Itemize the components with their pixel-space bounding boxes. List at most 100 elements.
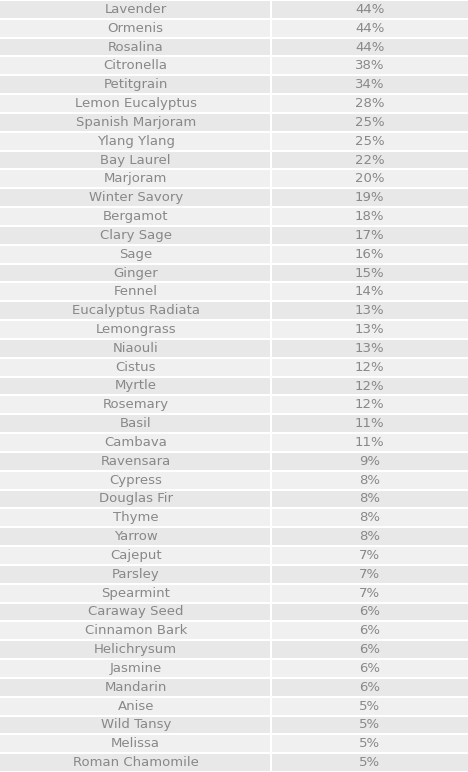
Text: 13%: 13% [355,304,385,317]
Text: 13%: 13% [355,342,385,355]
Bar [0,357,468,377]
Text: 12%: 12% [355,380,385,392]
Bar [0,433,468,452]
Bar [0,94,468,113]
Text: Rosalina: Rosalina [108,41,164,53]
Text: 6%: 6% [359,681,380,694]
Text: 9%: 9% [359,455,380,468]
Text: 5%: 5% [359,699,380,713]
Bar [0,640,468,659]
Bar [0,320,468,339]
Text: Parsley: Parsley [112,567,160,581]
Text: Petitgrain: Petitgrain [103,78,168,91]
Text: Ginger: Ginger [113,266,158,279]
Bar [0,395,468,415]
Text: Basil: Basil [120,417,152,430]
Text: 5%: 5% [359,756,380,769]
Text: 16%: 16% [355,248,385,261]
Text: Eucalyptus Radiata: Eucalyptus Radiata [72,304,200,317]
Text: 7%: 7% [359,587,380,600]
Text: Cistus: Cistus [116,361,156,374]
Bar [0,38,468,56]
Bar [0,263,468,283]
Text: Bergamot: Bergamot [103,210,168,223]
Text: Mandarin: Mandarin [104,681,167,694]
Text: 44%: 44% [355,22,384,35]
Text: Caraway Seed: Caraway Seed [88,605,183,618]
Text: 6%: 6% [359,662,380,675]
Text: Sage: Sage [119,248,153,261]
Bar [0,76,468,94]
Text: Fennel: Fennel [114,286,158,298]
Bar [0,621,468,640]
Bar [0,113,468,132]
Text: Winter Savory: Winter Savory [88,191,183,205]
Text: 13%: 13% [355,323,385,336]
Bar [0,509,468,527]
Text: Roman Chamomile: Roman Chamomile [73,756,198,769]
Bar [0,19,468,38]
Bar [0,565,468,584]
Bar [0,339,468,357]
Text: Citronella: Citronella [104,59,168,73]
Text: Clary Sage: Clary Sage [100,229,172,242]
Text: Anise: Anise [117,699,154,713]
Text: Yarrow: Yarrow [114,530,158,543]
Bar [0,56,468,76]
Text: 7%: 7% [359,549,380,562]
Bar [0,489,468,509]
Bar [0,753,468,772]
Text: 5%: 5% [359,737,380,750]
Text: 25%: 25% [355,135,385,147]
Bar [0,377,468,395]
Text: Myrtle: Myrtle [115,380,157,392]
Text: Wild Tansy: Wild Tansy [101,719,171,731]
Text: 6%: 6% [359,605,380,618]
Text: Ormenis: Ormenis [108,22,164,35]
Bar [0,602,468,621]
Text: 7%: 7% [359,567,380,581]
Bar [0,188,468,207]
Text: 8%: 8% [359,493,380,506]
Text: Ravensara: Ravensara [101,455,171,468]
Text: 8%: 8% [359,511,380,524]
Bar [0,527,468,546]
Bar [0,132,468,151]
Text: Cypress: Cypress [110,474,162,486]
Bar [0,659,468,678]
Bar [0,678,468,696]
Text: 34%: 34% [355,78,385,91]
Text: Lavender: Lavender [104,3,167,16]
Bar [0,207,468,226]
Text: 15%: 15% [355,266,385,279]
Text: 17%: 17% [355,229,385,242]
Text: Lemongrass: Lemongrass [95,323,176,336]
Bar [0,734,468,753]
Text: 8%: 8% [359,530,380,543]
Text: 5%: 5% [359,719,380,731]
Bar [0,471,468,489]
Text: Cajeput: Cajeput [110,549,161,562]
Bar [0,696,468,716]
Text: 14%: 14% [355,286,385,298]
Text: Spearmint: Spearmint [101,587,170,600]
Text: 18%: 18% [355,210,385,223]
Text: 19%: 19% [355,191,385,205]
Text: 20%: 20% [355,172,385,185]
Text: 25%: 25% [355,116,385,129]
Text: 6%: 6% [359,643,380,656]
Bar [0,151,468,170]
Text: Douglas Fir: Douglas Fir [99,493,173,506]
Text: Bay Laurel: Bay Laurel [101,154,171,167]
Text: Cambava: Cambava [104,436,167,449]
Bar [0,245,468,263]
Text: 6%: 6% [359,625,380,637]
Text: 8%: 8% [359,474,380,486]
Text: Thyme: Thyme [113,511,159,524]
Text: Cinnamon Bark: Cinnamon Bark [85,625,187,637]
Text: 44%: 44% [355,3,384,16]
Text: 22%: 22% [355,154,385,167]
Text: Melissa: Melissa [111,737,160,750]
Text: Spanish Marjoram: Spanish Marjoram [76,116,196,129]
Text: Jasmine: Jasmine [110,662,162,675]
